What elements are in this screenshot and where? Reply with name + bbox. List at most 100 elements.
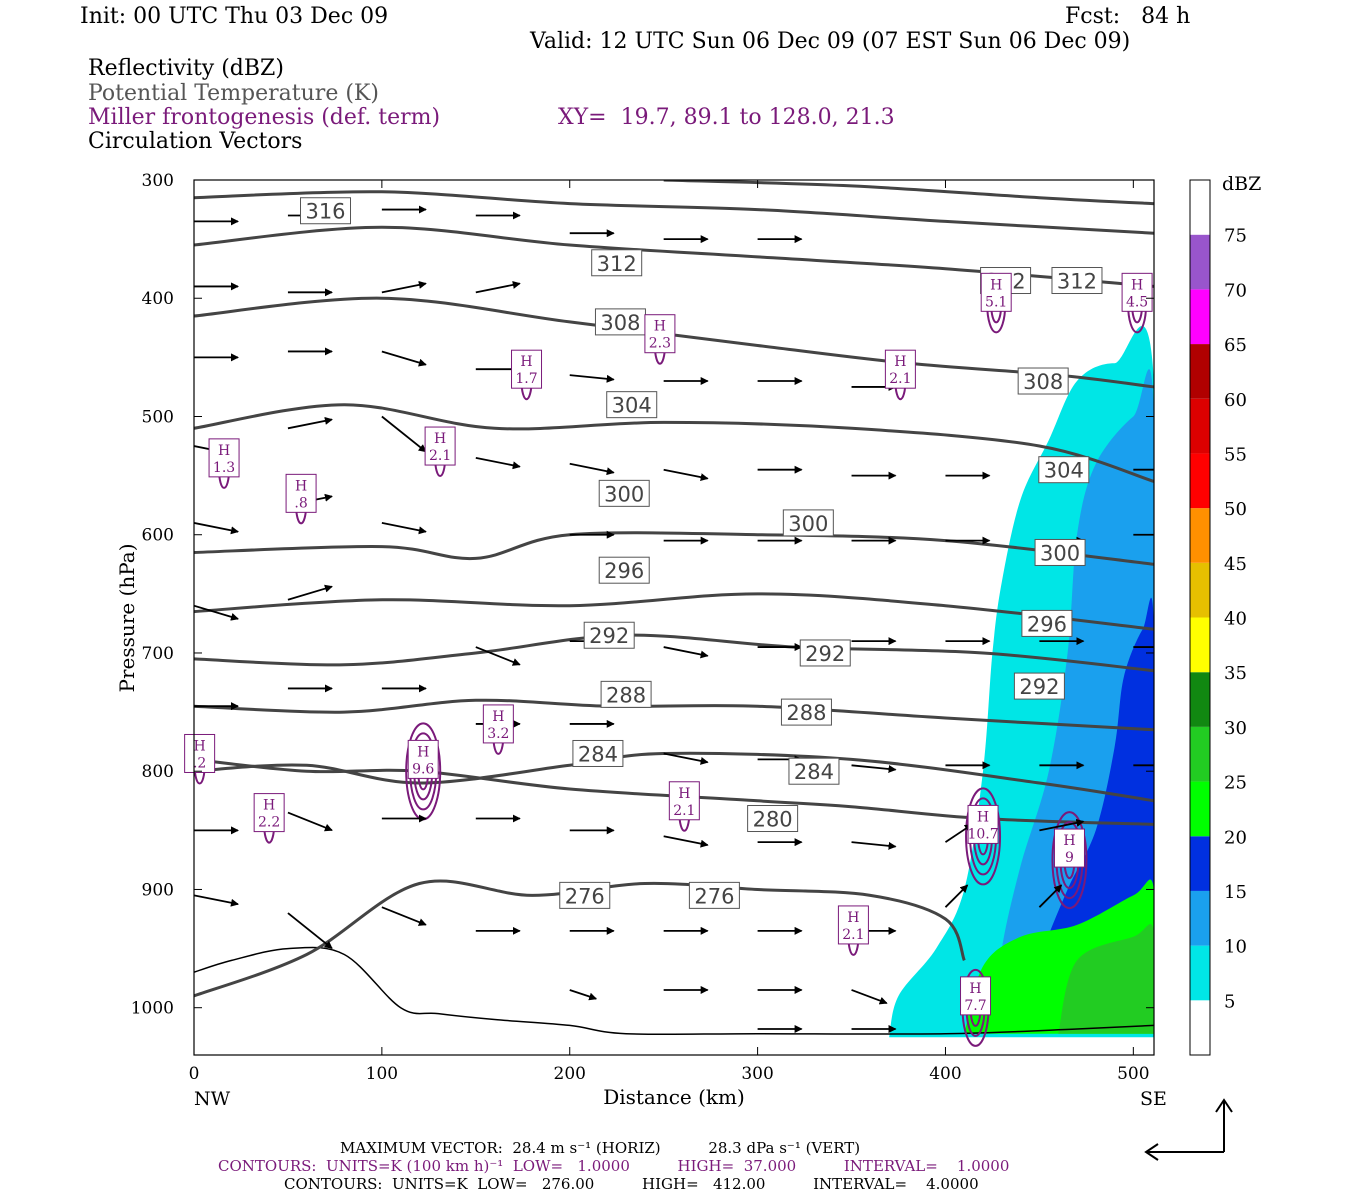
x-tick-label: 500 bbox=[1117, 1064, 1149, 1084]
circulation-vector bbox=[663, 646, 709, 659]
theta-label-296: 296 bbox=[1021, 609, 1073, 637]
max-label-value: 4.5 bbox=[1126, 294, 1148, 310]
theta-label-box bbox=[788, 757, 840, 785]
theta-contour-276 bbox=[194, 879, 966, 998]
max-label-box bbox=[644, 314, 676, 354]
max-label-box bbox=[668, 781, 700, 821]
circulation-vector bbox=[381, 280, 427, 294]
max-label-value: 5.1 bbox=[985, 294, 1007, 310]
max-label-value: 2.1 bbox=[429, 448, 451, 464]
theta-label-304: 304 bbox=[1038, 456, 1090, 484]
frontogenesis-max-label: H2.1 bbox=[884, 349, 916, 389]
max-label-value: 2.1 bbox=[842, 927, 864, 943]
max-label-value: 2.3 bbox=[649, 336, 671, 352]
max-label-h: H bbox=[678, 786, 690, 802]
max-label-h: H bbox=[417, 744, 429, 760]
max-label-value: 2.1 bbox=[673, 803, 695, 819]
colorbar-label: 20 bbox=[1224, 827, 1247, 848]
y-tick-label: 500 bbox=[142, 407, 174, 427]
max-label-value: 1.3 bbox=[213, 460, 235, 476]
theta-label-292: 292 bbox=[799, 639, 851, 667]
frontogenesis-contour bbox=[965, 787, 1002, 886]
circulation-vector bbox=[851, 841, 897, 850]
theta-label-box bbox=[598, 556, 650, 584]
circulation-vector bbox=[287, 811, 333, 832]
circulation-vector bbox=[381, 350, 427, 367]
theta-label-316: 316 bbox=[300, 197, 352, 225]
circulation-vector bbox=[944, 884, 969, 908]
x-tick-label: 300 bbox=[741, 1064, 773, 1084]
circulation-vector bbox=[287, 584, 333, 601]
frontogenesis-max-label: H9 bbox=[1053, 828, 1085, 868]
max-label-h: H bbox=[977, 809, 989, 825]
max-label-value: 1.7 bbox=[515, 371, 537, 387]
theta-label-300: 300 bbox=[1034, 538, 1086, 566]
max-label-box bbox=[407, 739, 439, 779]
theta-label-292: 292 bbox=[1013, 672, 1065, 700]
frontogenesis-max-label: H.8 bbox=[285, 473, 317, 513]
frontogenesis-max-label: H2.3 bbox=[644, 314, 676, 354]
scale-arrows bbox=[1144, 1098, 1233, 1161]
colorbar-label: 30 bbox=[1224, 718, 1247, 739]
max-label-value: 10.7 bbox=[967, 826, 998, 842]
frontogenesis-max-label: H2.1 bbox=[837, 905, 869, 945]
theta-label-text: 312 bbox=[1057, 270, 1097, 294]
theta-label-text: 308 bbox=[600, 311, 640, 335]
theta-label-text: 288 bbox=[606, 683, 646, 707]
theta-contour-300 bbox=[194, 531, 1154, 566]
theta-label-text: 292 bbox=[589, 624, 629, 648]
colorbar-swatch bbox=[1190, 1000, 1210, 1055]
max-label-box bbox=[1053, 828, 1085, 868]
theta-contour-292 bbox=[194, 633, 1154, 673]
frontogenesis-max-label: H1.3 bbox=[208, 438, 240, 478]
frontogenesis-max-label: H.2 bbox=[184, 733, 216, 773]
footer-theta-contours: CONTOURS: UNITS=K LOW= 276.00 HIGH= 412.… bbox=[284, 1175, 979, 1193]
theta-label-box bbox=[591, 249, 643, 277]
theta-label-284: 284 bbox=[572, 739, 624, 767]
circulation-vector bbox=[1039, 818, 1085, 832]
circulation-vector bbox=[663, 468, 709, 482]
max-label-h: H bbox=[1063, 833, 1075, 849]
y-tick-label: 800 bbox=[142, 762, 174, 782]
legend-miller: Miller frontogenesis (def. term) bbox=[88, 105, 441, 130]
theta-label-box bbox=[606, 391, 658, 419]
x-tick-label: 400 bbox=[929, 1064, 961, 1084]
theta-label-box bbox=[1017, 367, 1069, 395]
theta-label-box bbox=[598, 479, 650, 507]
y-tick-label: 900 bbox=[142, 880, 174, 900]
y-tick-label: 1000 bbox=[131, 999, 174, 1019]
colorbar-label: 70 bbox=[1224, 280, 1247, 301]
circulation-vector bbox=[287, 912, 333, 950]
circulation-vector bbox=[944, 823, 973, 843]
colorbar-swatch bbox=[1190, 180, 1210, 235]
circulation-vector bbox=[663, 752, 709, 765]
colorbar-unit: dBZ bbox=[1222, 173, 1261, 195]
circulation-vector bbox=[1038, 884, 1063, 908]
colorbar-swatch bbox=[1190, 508, 1210, 563]
colorbar-swatch bbox=[1190, 453, 1210, 509]
max-label-h: H bbox=[218, 443, 230, 459]
theta-label-text: 276 bbox=[694, 884, 734, 908]
frontogenesis-max-label: H2.2 bbox=[253, 793, 285, 833]
circulation-vector bbox=[381, 906, 427, 926]
frontogenesis-max-label: H4.5 bbox=[1121, 272, 1153, 312]
circulation-vector bbox=[381, 415, 427, 453]
max-label-h: H bbox=[492, 709, 504, 725]
colorbar-label: 25 bbox=[1224, 773, 1247, 794]
circulation-vector bbox=[569, 989, 598, 1001]
colorbar-swatch bbox=[1190, 726, 1210, 782]
max-label-box bbox=[837, 905, 869, 945]
y-axis-title: Pressure (hPa) bbox=[115, 544, 139, 693]
theta-label-text: 284 bbox=[794, 760, 834, 784]
colorbar-label: 75 bbox=[1224, 226, 1247, 247]
max-label-box bbox=[1121, 272, 1153, 312]
theta-label-layer: 276 2762802842842882882922922922962963003… bbox=[300, 197, 1103, 909]
max-label-box bbox=[980, 272, 1012, 312]
colorbar-swatch bbox=[1190, 781, 1210, 837]
x-tick-label: 0 bbox=[189, 1064, 200, 1084]
terrain-layer bbox=[194, 946, 1154, 1036]
theta-label-text: 300 bbox=[1040, 541, 1080, 565]
colorbar-swatch bbox=[1190, 617, 1210, 673]
legend-reflectivity: Reflectivity (dBZ) bbox=[88, 56, 284, 81]
theta-label-text: 308 bbox=[1023, 370, 1063, 394]
